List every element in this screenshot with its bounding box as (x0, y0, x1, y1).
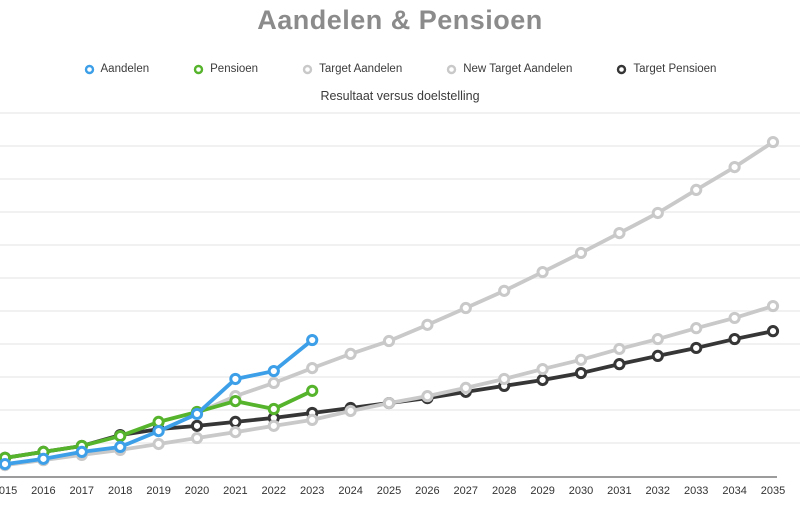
data-point-new-target-aandelen (613, 227, 626, 240)
x-tick-label: 2028 (492, 485, 516, 497)
data-point-aandelen (114, 440, 127, 454)
data-point-new-target-aandelen (344, 347, 357, 360)
data-point-target-aandelen (766, 299, 780, 313)
data-point-new-target-aandelen (690, 183, 703, 196)
x-tick-label: 2032 (646, 485, 670, 497)
x-tick-label: 2018 (108, 485, 132, 497)
x-tick-label: 2033 (684, 485, 708, 497)
x-tick-label: 2025 (377, 485, 401, 497)
data-point-pensioen (114, 429, 127, 443)
data-point-target-aandelen (344, 404, 357, 418)
data-point-target-pensioen (728, 332, 741, 346)
chart-title: Aandelen & Pensioen (257, 5, 543, 35)
data-point-target-pensioen (229, 415, 242, 428)
data-point-new-target-aandelen (421, 318, 434, 331)
data-point-pensioen (229, 394, 242, 408)
series-markers-aandelen (0, 333, 319, 471)
data-point-target-aandelen (382, 396, 396, 410)
x-tick-label: 2035 (761, 485, 785, 497)
data-point-new-target-aandelen (728, 161, 741, 174)
data-point-target-aandelen (613, 342, 626, 356)
x-tick-label: 2027 (454, 485, 478, 497)
legend-label: Aandelen (100, 63, 150, 75)
data-point-aandelen (190, 407, 204, 421)
data-point-new-target-aandelen (306, 361, 319, 375)
data-point-target-aandelen (498, 372, 511, 386)
x-tick-label: 2034 (722, 485, 746, 497)
x-tick-label: 2023 (300, 485, 324, 497)
x-tick-label: 2026 (415, 485, 439, 497)
data-point-aandelen (306, 333, 319, 347)
data-point-new-target-aandelen (498, 284, 511, 297)
chart-legend: Aandelen Pensioen Target Aandelen New Targe… (0, 63, 800, 75)
data-point-target-aandelen (536, 362, 549, 376)
x-tick-label: 2017 (70, 485, 94, 497)
data-point-pensioen (267, 402, 280, 416)
x-tick-label: 2031 (607, 485, 631, 497)
data-point-target-aandelen (728, 311, 741, 325)
series-line-new-target-aandelen (196, 140, 775, 415)
legend-label: Target Aandelen (319, 63, 403, 75)
data-point-new-target-aandelen (766, 135, 780, 149)
legend-label: New Target Aandelen (463, 63, 573, 75)
x-tick-label: 2021 (223, 485, 247, 497)
data-point-target-aandelen (152, 437, 165, 451)
x-tick-label: 2015 (0, 485, 17, 497)
legend-label: Pensioen (210, 63, 259, 75)
legend-item-new-target-aandelen[interactable]: New Target Aandelen (446, 63, 572, 75)
data-point-target-aandelen (267, 419, 280, 432)
x-tick-label: 2029 (530, 485, 554, 497)
data-point-new-target-aandelen (459, 301, 472, 315)
data-point-new-target-aandelen (574, 246, 588, 260)
legend-marker-icon (617, 64, 627, 74)
data-point-target-pensioen (690, 341, 703, 355)
legend-item-target-pensioen[interactable]: Target Pensioen (616, 63, 716, 75)
data-point-target-pensioen (766, 325, 780, 338)
x-tick-label: 2016 (31, 485, 55, 497)
data-point-new-target-aandelen (382, 334, 396, 348)
data-point-aandelen (37, 452, 50, 465)
chart-subtitle: Resultaat versus doelstelling (320, 89, 480, 103)
data-point-target-pensioen (613, 358, 626, 371)
x-tick-label: 2019 (146, 485, 170, 497)
data-point-target-aandelen (690, 322, 703, 335)
legend-marker-icon (302, 64, 313, 74)
legend-item-aandelen[interactable]: Aandelen (84, 63, 150, 75)
data-point-target-aandelen (190, 431, 204, 445)
x-tick-label: 2030 (569, 485, 593, 497)
legend-marker-icon (447, 64, 457, 74)
legend-marker-icon (84, 64, 94, 74)
legend-item-pensioen[interactable]: Pensioen (193, 63, 258, 75)
data-point-target-aandelen (229, 426, 242, 439)
data-point-new-target-aandelen (536, 265, 549, 279)
x-tick-label: 2022 (262, 485, 286, 497)
data-point-target-pensioen (190, 419, 204, 432)
data-point-aandelen (75, 445, 88, 459)
x-tick-label: 2024 (338, 485, 362, 497)
data-point-pensioen (306, 384, 319, 397)
data-point-target-aandelen (651, 332, 664, 346)
legend-marker-icon (193, 64, 204, 74)
data-point-target-pensioen (574, 366, 588, 380)
data-point-aandelen (0, 458, 12, 471)
data-point-aandelen (152, 425, 165, 438)
data-point-aandelen (267, 364, 280, 378)
x-tick-label: 2020 (185, 485, 209, 497)
data-point-target-pensioen (536, 373, 549, 387)
legend-label: Target Pensioen (633, 63, 717, 75)
data-point-target-pensioen (651, 349, 664, 362)
data-point-target-aandelen (421, 390, 434, 403)
data-point-aandelen (229, 372, 242, 386)
series-markers-target-aandelen (0, 299, 780, 472)
data-point-new-target-aandelen (651, 206, 664, 220)
data-point-new-target-aandelen (267, 376, 280, 390)
data-point-target-aandelen (306, 413, 319, 426)
legend-item-target-aandelen[interactable]: Target Aandelen (302, 63, 402, 75)
data-point-target-aandelen (574, 353, 588, 366)
data-point-target-aandelen (459, 381, 472, 394)
